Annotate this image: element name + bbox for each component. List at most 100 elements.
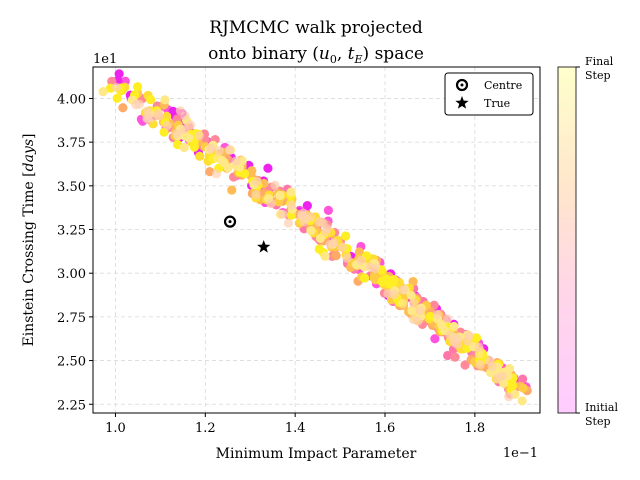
walk-point <box>175 106 185 116</box>
walk-point <box>252 177 262 187</box>
walk-point <box>398 298 408 309</box>
walk-point <box>485 356 495 366</box>
walk-point <box>224 145 234 155</box>
walk-points <box>98 69 532 406</box>
walk-point <box>275 190 285 201</box>
walk-point <box>383 288 393 299</box>
reference-markers <box>223 215 271 253</box>
walk-point <box>286 187 296 197</box>
walk-point <box>227 185 237 195</box>
x-offset-label: 1e−1 <box>503 446 538 461</box>
walk-point <box>337 242 347 253</box>
walk-point <box>506 378 516 389</box>
x-tick-label: 1.6 <box>375 421 396 436</box>
y-tick-label: 2.25 <box>57 398 86 413</box>
y-tick-label: 4.00 <box>57 92 86 107</box>
walk-point <box>185 120 195 130</box>
walk-point <box>231 156 241 166</box>
walk-point <box>114 69 124 79</box>
walk-point <box>518 374 528 384</box>
walk-point <box>413 316 423 326</box>
walk-point <box>460 360 470 370</box>
walk-point <box>315 233 326 243</box>
walk-point <box>98 87 108 97</box>
y-ticks: 2.25 2.50 2.75 3.00 3.25 3.50 3.75 4.00 <box>57 92 93 413</box>
walk-point <box>474 342 484 352</box>
walk-point <box>442 314 453 324</box>
walk-point <box>306 226 316 236</box>
colorbar-bottom-label-line1: Initial <box>585 401 618 414</box>
walk-point <box>154 111 164 121</box>
walk-point <box>184 133 194 143</box>
walk-point <box>356 255 366 265</box>
y-tick-label: 2.50 <box>57 355 86 370</box>
walk-point <box>263 163 273 173</box>
walk-point <box>247 166 257 176</box>
walk-point <box>118 103 128 113</box>
legend: Centre True <box>444 72 534 116</box>
walk-point <box>325 239 335 250</box>
y-tick-label: 2.75 <box>57 311 86 326</box>
colorbar: Final Step Initial Step <box>557 55 618 428</box>
walk-point <box>302 200 312 211</box>
walk-point <box>342 253 352 263</box>
walk-point <box>305 212 316 222</box>
walk-point <box>415 306 425 316</box>
walk-point <box>323 205 333 216</box>
legend-centre-marker <box>455 78 469 92</box>
walk-point <box>430 334 440 344</box>
y-tick-label: 3.50 <box>57 180 86 195</box>
y-tick-label: 3.75 <box>57 136 86 151</box>
walk-point <box>179 142 189 153</box>
walk-point <box>145 94 156 105</box>
walk-point <box>160 95 170 105</box>
walk-point <box>432 309 442 319</box>
walk-point <box>214 146 224 156</box>
walk-point <box>464 330 474 341</box>
walk-point <box>320 251 330 261</box>
walk-point <box>406 290 416 301</box>
walk-point <box>517 396 527 406</box>
walk-point <box>195 151 205 161</box>
walk-point <box>131 100 141 110</box>
centre-marker-dot <box>228 220 232 224</box>
legend-true-marker <box>455 96 469 109</box>
colorbar-top-label-line2: Step <box>585 69 611 82</box>
walk-point <box>297 210 307 220</box>
walk-point <box>445 330 455 340</box>
walk-point <box>498 378 509 388</box>
walk-point <box>266 199 276 209</box>
walk-point <box>518 383 528 393</box>
walk-point <box>388 278 398 288</box>
chart-title-line1: RJMCMC walk projected <box>209 18 423 38</box>
walk-point <box>331 251 341 261</box>
walk-point <box>278 209 288 219</box>
walk-point <box>475 360 485 370</box>
walk-point <box>270 180 280 190</box>
walk-point <box>449 321 459 332</box>
colorbar-bottom-label-line2: Step <box>585 415 611 428</box>
walk-point <box>162 120 172 131</box>
x-tick-label: 1.0 <box>105 421 126 436</box>
walk-point <box>211 169 221 179</box>
walk-point <box>112 93 122 103</box>
walk-point <box>212 153 222 163</box>
walk-point <box>365 262 375 272</box>
legend-true-label: True <box>484 97 510 110</box>
walk-point <box>251 190 261 200</box>
chart-title-line2: onto binary (u0, tE) space <box>208 44 424 66</box>
walk-point <box>142 106 152 116</box>
walk-point <box>341 231 351 241</box>
walk-point <box>425 311 435 322</box>
y-axis-label: Einstein Crossing Time [days] <box>21 133 37 346</box>
walk-point <box>398 285 408 295</box>
legend-centre-label: Centre <box>484 79 522 92</box>
walk-point <box>283 218 293 228</box>
walk-point <box>504 392 514 402</box>
y-tick-label: 3.00 <box>57 267 86 282</box>
walk-point <box>408 276 418 287</box>
x-tick-label: 1.4 <box>285 421 306 436</box>
walk-point <box>471 333 482 343</box>
walk-point <box>407 305 417 316</box>
